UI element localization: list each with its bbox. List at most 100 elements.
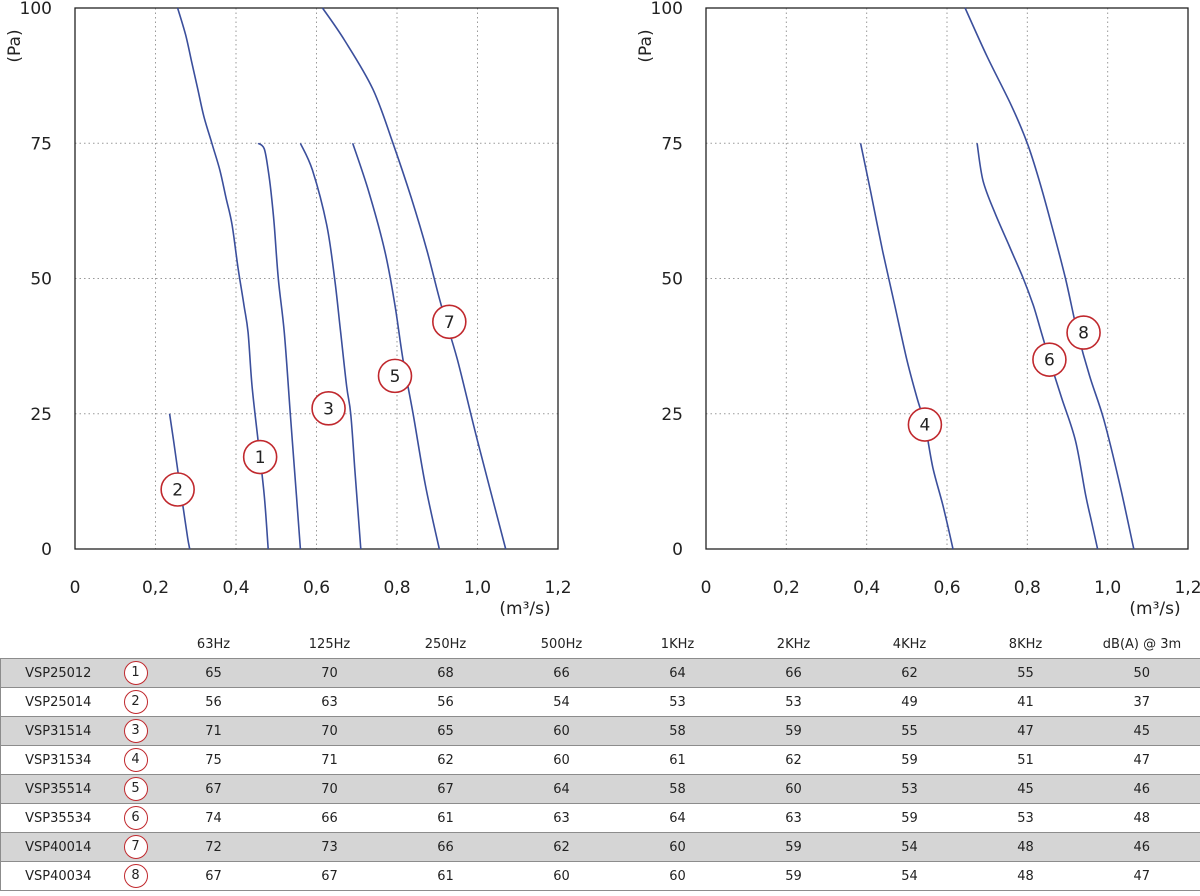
performance-charts: 0 0,2 0,4 0,6 0,8 1,0 1,20255075100(Pa)(m³/s)1… bbox=[5, 0, 1200, 619]
value-cell: 58 bbox=[619, 716, 736, 746]
header-db-a-3m: dB(A) @ 3m bbox=[1102, 636, 1182, 652]
y-tick-label: 25 bbox=[661, 405, 683, 425]
value-cell: 70 bbox=[271, 774, 388, 804]
value-cell: 56 bbox=[387, 687, 504, 717]
x-tick-label: 0 bbox=[70, 578, 81, 598]
y-tick-label: 100 bbox=[651, 0, 683, 19]
value-cell: 59 bbox=[735, 861, 852, 891]
value-cell: 59 bbox=[851, 745, 968, 775]
marker-label: 8 bbox=[1078, 324, 1089, 344]
model-cell: VSP40034 bbox=[0, 861, 116, 891]
y-tick-label: 25 bbox=[30, 405, 52, 425]
table-row: VSP40014 7 72 73 66 62 60 59 54 48 46 bbox=[0, 832, 1200, 862]
header-125hz: 125Hz bbox=[308, 636, 351, 652]
value-cell: 54 bbox=[851, 832, 968, 862]
curve-marker-6: 6 bbox=[1032, 342, 1067, 377]
value-cell: 62 bbox=[503, 832, 620, 862]
y-axis-label: (Pa) bbox=[636, 29, 656, 62]
value-cell: 59 bbox=[851, 803, 968, 833]
marker-label: 6 bbox=[1044, 351, 1055, 371]
curve-marker-2: 2 bbox=[160, 472, 195, 507]
header-blank bbox=[116, 630, 156, 659]
value-cell: 59 bbox=[735, 832, 852, 862]
value-cell: 51 bbox=[967, 745, 1084, 775]
value-cell: 56 bbox=[155, 687, 272, 717]
marker-cell: 2 bbox=[115, 687, 156, 717]
chart-panel-1: 0 0,2 0,4 0,6 0,8 1,0 1,20255075100(Pa)(m³/s)1… bbox=[5, 0, 572, 619]
x-axis-label: (m³/s) bbox=[499, 599, 550, 619]
table-row: VSP35514 5 67 70 67 64 58 60 53 45 46 bbox=[0, 774, 1200, 804]
marker-label: 7 bbox=[444, 313, 455, 333]
curve-number-badge: 7 bbox=[123, 835, 148, 859]
marker-cell: 4 bbox=[115, 745, 156, 775]
value-cell: 59 bbox=[735, 716, 852, 746]
x-tick-label: 1,2 bbox=[544, 578, 571, 598]
marker-circle bbox=[242, 439, 278, 475]
curve-number-badge: 2 bbox=[123, 690, 148, 714]
x-tick-label: 0,2 bbox=[142, 578, 169, 598]
x-tick-label: 0,4 bbox=[853, 578, 880, 598]
value-cell: 70 bbox=[271, 658, 388, 688]
curve-marker-3: 3 bbox=[311, 391, 346, 426]
marker-circle bbox=[432, 304, 467, 340]
value-cell: 64 bbox=[619, 658, 736, 688]
value-cell: 60 bbox=[503, 745, 620, 775]
marker-circle bbox=[1066, 315, 1101, 350]
curve-6 bbox=[976, 143, 1099, 550]
y-tick-label: 0 bbox=[41, 540, 52, 560]
value-cell: 64 bbox=[619, 803, 736, 833]
value-cell: 61 bbox=[619, 745, 736, 775]
value-cell: 60 bbox=[503, 861, 620, 891]
value-cell: 61 bbox=[387, 861, 504, 891]
table-row: VSP35534 6 74 66 61 63 64 63 59 53 48 bbox=[0, 803, 1200, 833]
x-tick-label: 0 bbox=[701, 578, 712, 598]
value-cell: 55 bbox=[851, 716, 968, 746]
plot-frame bbox=[705, 7, 1189, 550]
value-cell: 66 bbox=[735, 658, 852, 688]
marker-cell: 6 bbox=[115, 803, 156, 833]
x-tick-label: 0,4 bbox=[222, 578, 249, 598]
y-tick-label: 75 bbox=[661, 134, 683, 154]
table-row: VSP31514 3 71 70 65 60 58 59 55 47 45 bbox=[0, 716, 1200, 746]
value-cell: 48 bbox=[1083, 803, 1200, 833]
curve-1 bbox=[257, 142, 302, 550]
marker-label: 3 bbox=[323, 399, 334, 419]
curve-number-badge: 4 bbox=[123, 748, 148, 772]
value-cell: 64 bbox=[503, 774, 620, 804]
value-cell: 46 bbox=[1083, 774, 1200, 804]
value-cell: 47 bbox=[967, 716, 1084, 746]
value-cell: 47 bbox=[1083, 745, 1200, 775]
value-cell: 67 bbox=[271, 861, 388, 891]
x-tick-label: 0,6 bbox=[303, 578, 330, 598]
x-axis-label: (m³/s) bbox=[1129, 599, 1180, 619]
table-body: VSP25012 1 65 70 68 66 64 66 62 55 50 VSP25014 2 56 63… bbox=[0, 658, 1200, 891]
y-tick-label: 50 bbox=[661, 270, 683, 290]
value-cell: 75 bbox=[155, 745, 272, 775]
value-cell: 53 bbox=[967, 803, 1084, 833]
value-cell: 65 bbox=[155, 658, 272, 688]
value-cell: 63 bbox=[735, 803, 852, 833]
value-cell: 66 bbox=[387, 832, 504, 862]
value-cell: 71 bbox=[155, 716, 272, 746]
value-cell: 66 bbox=[503, 658, 620, 688]
curve-number-badge: 1 bbox=[123, 661, 148, 685]
model-cell: VSP25014 bbox=[0, 687, 116, 717]
value-cell: 62 bbox=[387, 745, 504, 775]
curve-marker-7: 7 bbox=[432, 304, 467, 340]
value-cell: 41 bbox=[967, 687, 1084, 717]
marker-circle bbox=[311, 391, 346, 426]
curve-8 bbox=[964, 7, 1135, 550]
header-blank bbox=[1, 630, 116, 659]
value-cell: 50 bbox=[1083, 658, 1200, 688]
plot-frame bbox=[74, 7, 559, 550]
value-cell: 70 bbox=[271, 716, 388, 746]
value-cell: 62 bbox=[735, 745, 852, 775]
marker-circle bbox=[377, 358, 413, 394]
marker-circle bbox=[1032, 342, 1067, 377]
header-63hz: 63Hz bbox=[196, 636, 231, 652]
marker-label: 1 bbox=[255, 448, 266, 468]
marker-cell: 8 bbox=[115, 861, 156, 891]
value-cell: 72 bbox=[155, 832, 272, 862]
marker-cell: 1 bbox=[115, 658, 156, 688]
curve-marker-1: 1 bbox=[242, 439, 278, 475]
